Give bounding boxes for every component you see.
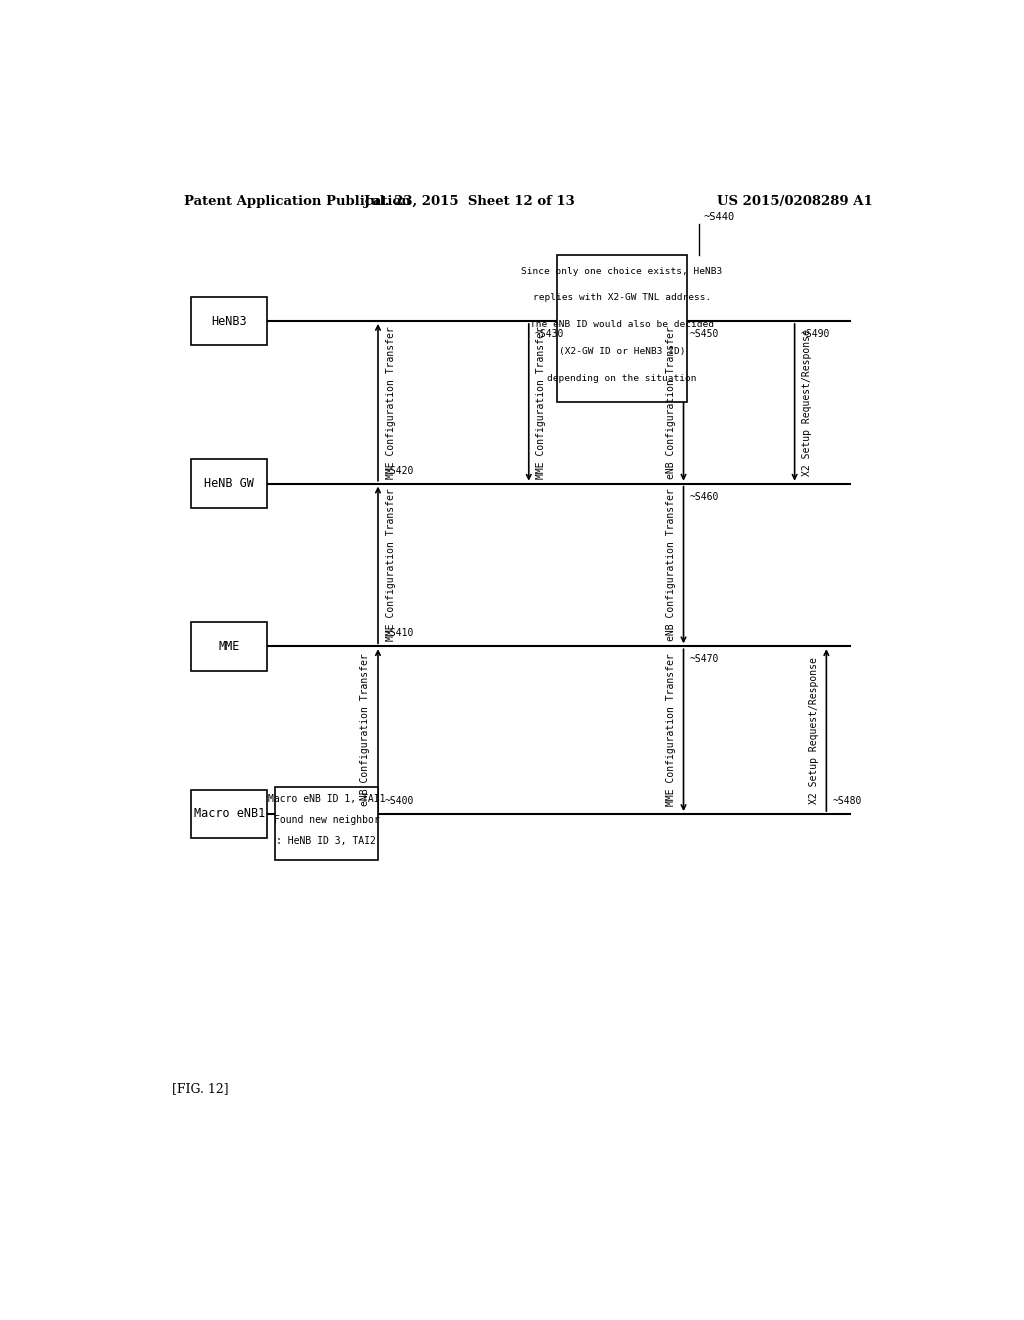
- Text: HeNB GW: HeNB GW: [204, 477, 254, 490]
- Text: eNB Configuration Transfer: eNB Configuration Transfer: [666, 488, 676, 642]
- Text: Since only one choice exists, HeNB3: Since only one choice exists, HeNB3: [521, 267, 723, 276]
- Text: [FIG. 12]: [FIG. 12]: [172, 1082, 228, 1094]
- FancyBboxPatch shape: [557, 255, 687, 403]
- Text: ~S490: ~S490: [801, 329, 830, 339]
- Text: ~S430: ~S430: [536, 329, 564, 339]
- Text: MME Configuration Transfer: MME Configuration Transfer: [386, 326, 395, 479]
- Text: Jul. 23, 2015  Sheet 12 of 13: Jul. 23, 2015 Sheet 12 of 13: [364, 194, 574, 207]
- Text: ~S400: ~S400: [384, 796, 414, 805]
- Text: Found new neighbor: Found new neighbor: [273, 814, 379, 825]
- Text: ~S470: ~S470: [690, 655, 719, 664]
- Text: Patent Application Publication: Patent Application Publication: [183, 194, 411, 207]
- Text: X2 Setup Request/Response: X2 Setup Request/Response: [809, 656, 819, 804]
- FancyBboxPatch shape: [191, 459, 267, 508]
- Text: X2 Setup Request/Response: X2 Setup Request/Response: [802, 329, 812, 475]
- Text: : HeNB ID 3, TAI2: : HeNB ID 3, TAI2: [276, 836, 377, 846]
- Text: MME Configuration Transfer: MME Configuration Transfer: [666, 653, 676, 807]
- Text: Macro eNB1: Macro eNB1: [194, 808, 265, 821]
- FancyBboxPatch shape: [274, 787, 378, 859]
- Text: Macro eNB ID 1, TAI1: Macro eNB ID 1, TAI1: [267, 795, 385, 804]
- Text: depending on the situation: depending on the situation: [547, 374, 696, 383]
- Text: US 2015/0208289 A1: US 2015/0208289 A1: [717, 194, 872, 207]
- Text: (X2-GW ID or HeNB3 ID): (X2-GW ID or HeNB3 ID): [559, 347, 685, 356]
- Text: ~S480: ~S480: [833, 796, 862, 805]
- Text: HeNB3: HeNB3: [211, 314, 247, 327]
- Text: ~S460: ~S460: [690, 492, 719, 502]
- FancyBboxPatch shape: [191, 297, 267, 346]
- FancyBboxPatch shape: [191, 622, 267, 671]
- Text: eNB Configuration Transfer: eNB Configuration Transfer: [360, 653, 371, 807]
- Text: The eNB ID would also be decided: The eNB ID would also be decided: [530, 321, 714, 329]
- Text: eNB Configuration Transfer: eNB Configuration Transfer: [666, 326, 676, 479]
- Text: ~S450: ~S450: [690, 329, 719, 339]
- FancyBboxPatch shape: [191, 789, 267, 838]
- Text: MME Configuration Transfer: MME Configuration Transfer: [386, 488, 395, 642]
- Text: ~S420: ~S420: [384, 466, 414, 475]
- Text: replies with X2-GW TNL address.: replies with X2-GW TNL address.: [532, 293, 711, 302]
- Text: ~S410: ~S410: [384, 628, 414, 638]
- Text: ~S440: ~S440: [703, 213, 734, 223]
- Text: MME Configuration Transfer: MME Configuration Transfer: [537, 326, 547, 479]
- Text: MME: MME: [218, 640, 240, 653]
